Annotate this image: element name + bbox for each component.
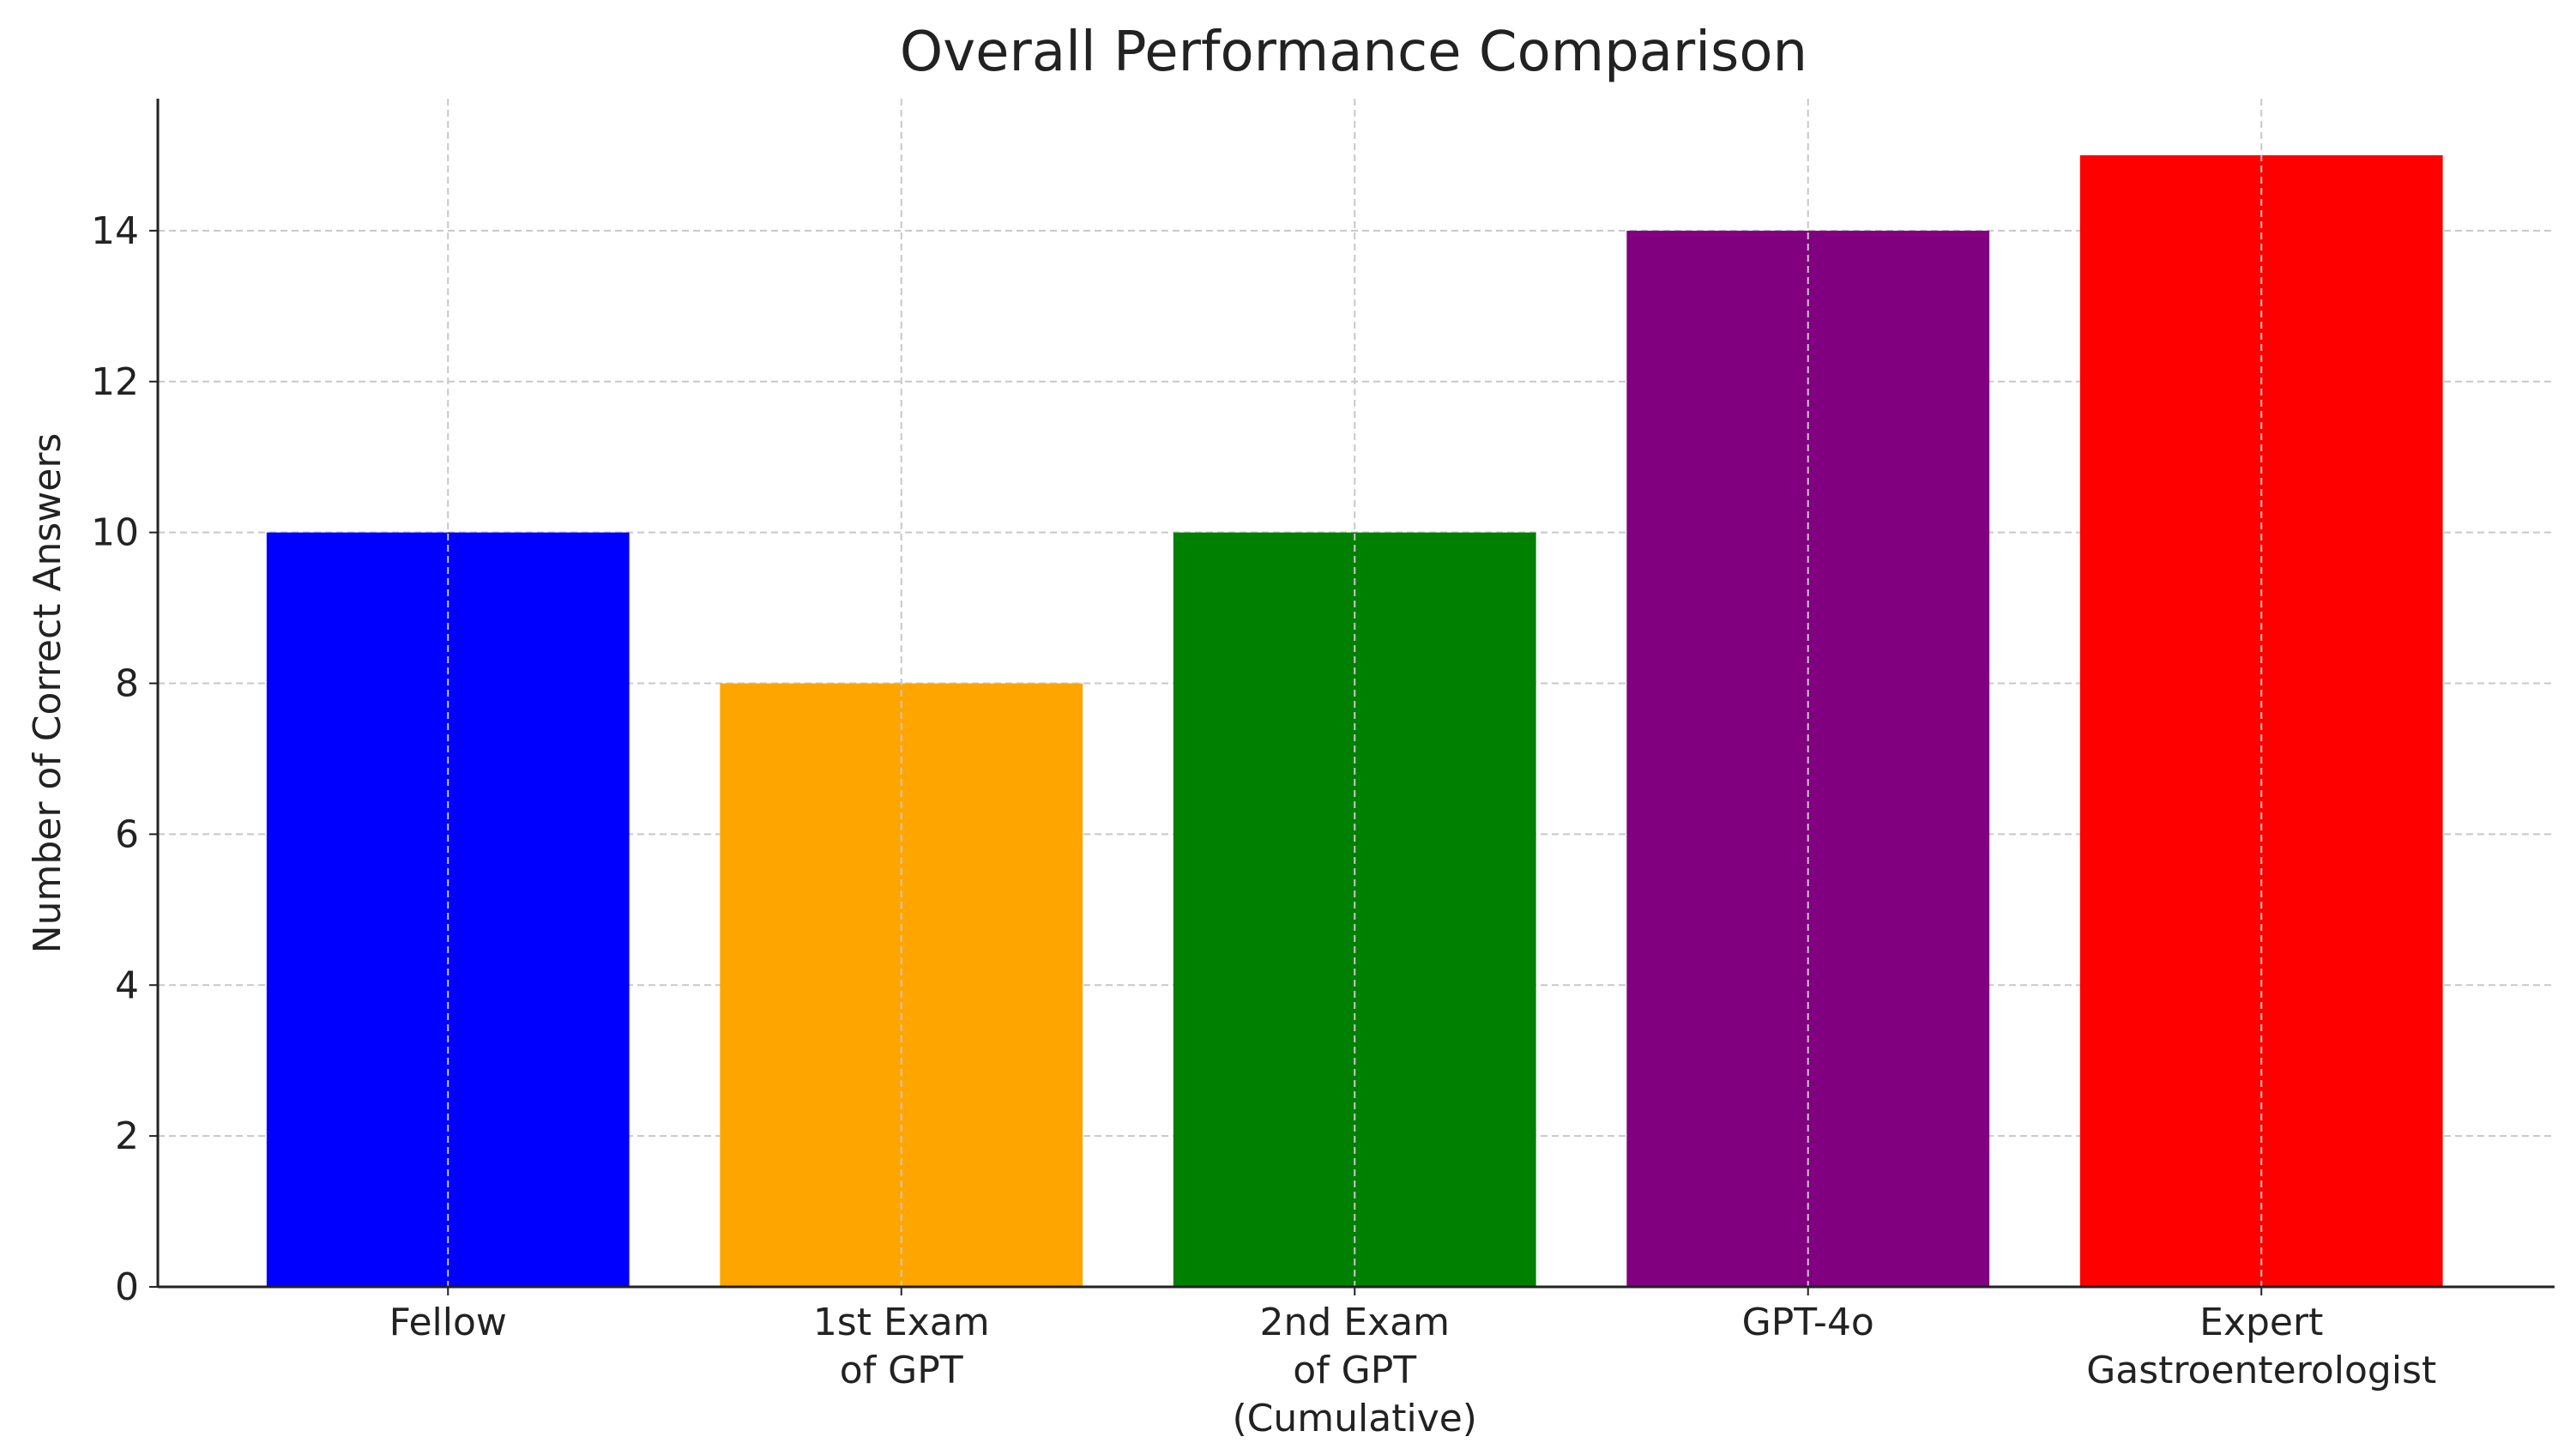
y-tick-label: 4 (115, 963, 139, 1007)
x-tick-label: 1st Exam of GPT (812, 1301, 990, 1392)
x-tick-label: Fellow (389, 1301, 507, 1344)
bar (2079, 154, 2443, 1287)
y-axis-label: Number of Correct Answers (26, 433, 69, 954)
y-tick-label: 12 (91, 360, 139, 404)
y-tick-label: 2 (115, 1114, 139, 1158)
x-tick-label: GPT-4o (1741, 1301, 1874, 1344)
y-tick-label: 8 (115, 662, 139, 706)
x-tick-label: Expert Gastroenterologist (2086, 1301, 2437, 1392)
y-tick-label: 10 (91, 511, 139, 555)
x-tick-label: 2nd Exam of GPT (Cumulative) (1232, 1301, 1477, 1440)
y-tick-label: 6 (115, 812, 139, 856)
y-tick-label: 14 (91, 209, 139, 253)
y-tick-label: 0 (115, 1265, 139, 1309)
chart-title: Overall Performance Comparison (900, 21, 1807, 84)
